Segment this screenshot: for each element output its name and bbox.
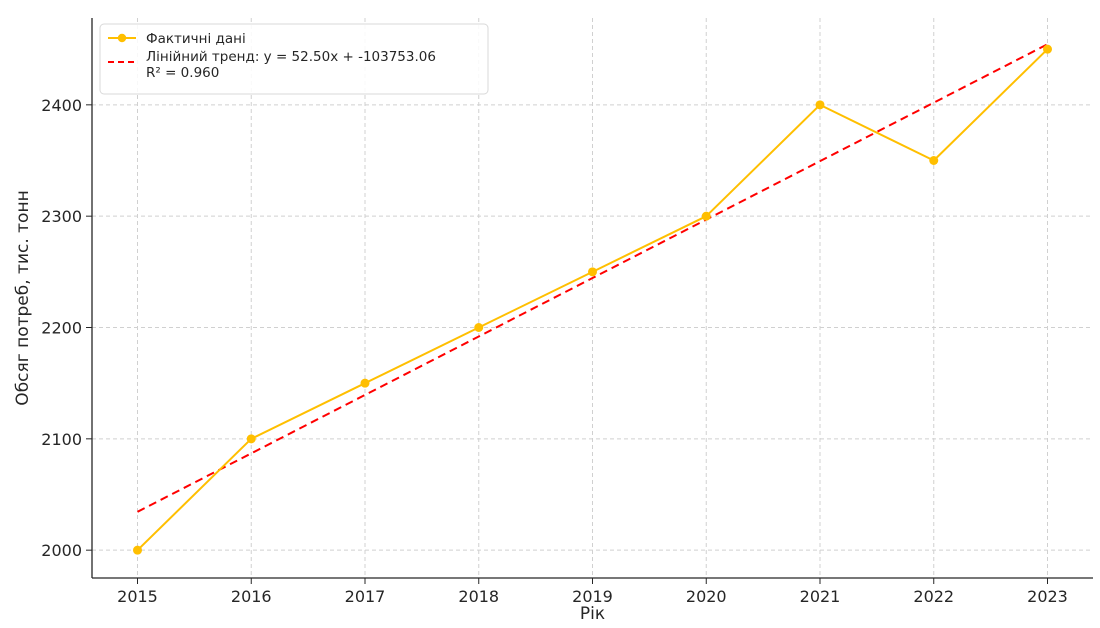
x-tick-label: 2018 [458,587,499,606]
grid [92,18,1093,578]
y-tick-label: 2000 [41,541,82,560]
data-point [588,267,597,277]
legend-box [99,23,489,95]
x-tick-label: 2017 [345,587,386,606]
x-tick-label: 2021 [800,587,841,606]
x-tick-label: 2019 [572,587,613,606]
data-point [1043,44,1052,54]
data-point [133,545,142,555]
trend-line [137,43,1048,513]
y-tick-label: 2300 [41,207,82,226]
data-point [246,434,256,444]
legend-label: Лінійний тренд: y = 52.50x + -103753.06 R… [146,49,436,81]
y-tick-label: 2400 [41,96,82,115]
x-tick-label: 2015 [117,587,158,606]
data-point [701,211,711,221]
x-tick-label: 2023 [1027,587,1068,606]
y-tick-label: 2100 [41,430,82,449]
x-ticks: 2015 2016 2017 2018 2019 2020 2021 2022 2023 [117,578,1068,606]
x-tick-label: 2020 [686,587,727,606]
series [133,43,1052,555]
data-point [929,156,939,166]
x-tick-label: 2022 [913,587,954,606]
x-tick-label: 2016 [231,587,272,606]
data-point [815,100,825,110]
legend: Фактичні дані Лінійний тренд: y = 52.50x … [99,23,489,95]
legend-marker [117,33,127,43]
legend-label: Фактичні дані [146,31,246,47]
data-point [360,378,370,388]
y-tick-label: 2200 [41,319,82,338]
x-axis-label: Рік [580,604,605,624]
data-point [474,323,484,333]
y-axis-label: Обсяг потреб, тис. тонн [13,190,33,405]
y-ticks: 2000 2100 2200 2300 2400 [41,96,92,560]
